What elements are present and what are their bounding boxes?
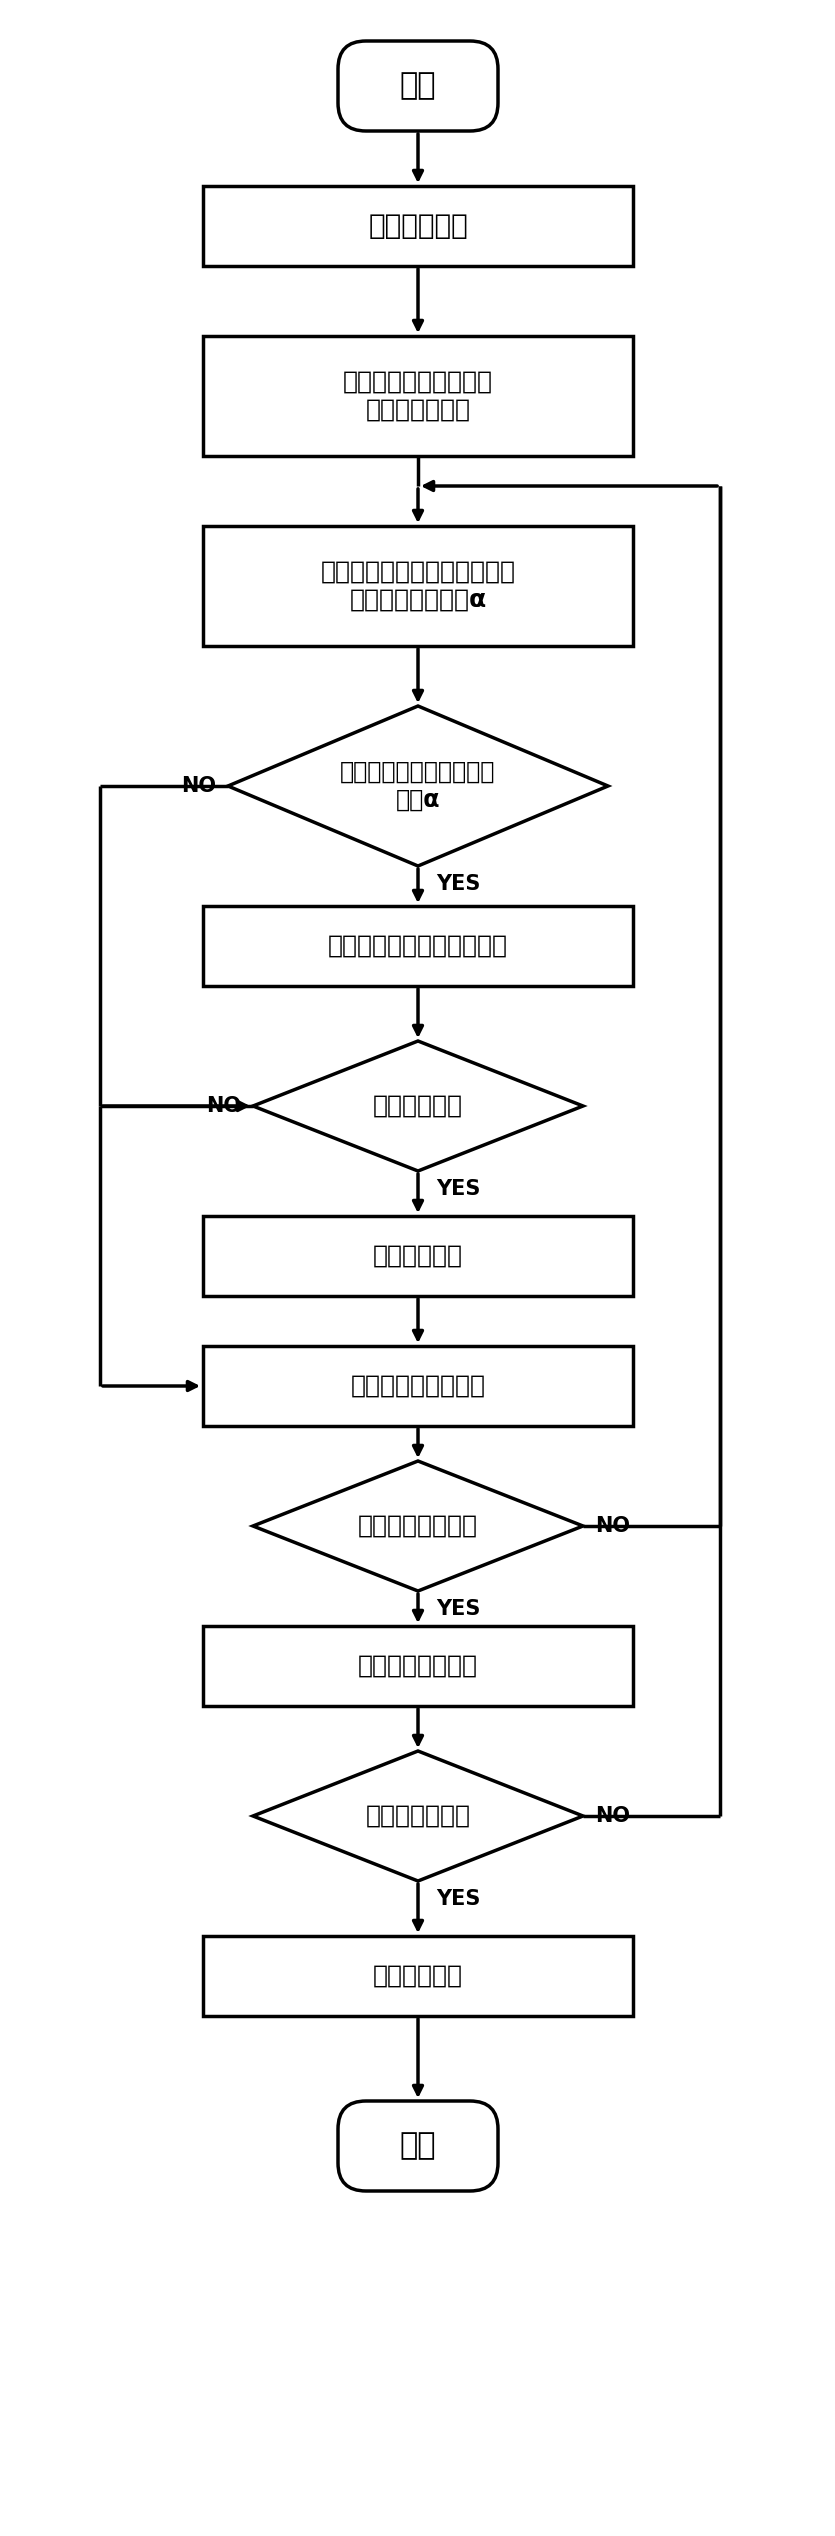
Polygon shape bbox=[253, 1040, 583, 1172]
Text: 满足停止条件？: 满足停止条件？ bbox=[366, 1803, 470, 1828]
Bar bbox=[203, 1215, 633, 1296]
Text: 限定粒子上下限范围，
产生初始粒子群: 限定粒子上下限范围， 产生初始粒子群 bbox=[343, 370, 493, 421]
Text: NO: NO bbox=[595, 1517, 630, 1537]
Text: NO: NO bbox=[595, 1806, 630, 1826]
Text: 进行变异操作: 进行变异操作 bbox=[373, 1245, 463, 1268]
Text: NO: NO bbox=[206, 1096, 241, 1116]
Text: YES: YES bbox=[436, 875, 480, 895]
Bar bbox=[203, 1626, 633, 1707]
Text: 开始: 开始 bbox=[400, 71, 436, 101]
Bar bbox=[203, 1347, 633, 1425]
Text: 新粒子优于上一代: 新粒子优于上一代 bbox=[358, 1514, 478, 1537]
Bar bbox=[203, 1935, 633, 2016]
FancyBboxPatch shape bbox=[338, 41, 498, 132]
Text: 结束: 结束 bbox=[400, 2130, 436, 2161]
Text: 产生新一代最优粒子: 产生新一代最优粒子 bbox=[351, 1375, 485, 1397]
Polygon shape bbox=[253, 1461, 583, 1590]
Text: 新个体取代老个体: 新个体取代老个体 bbox=[358, 1653, 478, 1679]
Text: 满足交叉概率且交叉角度
小于α: 满足交叉概率且交叉角度 小于α bbox=[341, 761, 496, 812]
Text: 输出最优粒子: 输出最优粒子 bbox=[373, 1963, 463, 1988]
Bar bbox=[203, 525, 633, 647]
Text: 根据当前最优粒子确定负梯度
方向以及交叉角度α: 根据当前最优粒子确定负梯度 方向以及交叉角度α bbox=[321, 560, 515, 611]
Bar bbox=[203, 335, 633, 456]
Text: YES: YES bbox=[436, 1889, 480, 1910]
Text: 选择该粒子与最优个体交叉: 选择该粒子与最优个体交叉 bbox=[328, 933, 508, 959]
Bar bbox=[203, 185, 633, 266]
Text: YES: YES bbox=[436, 1179, 480, 1200]
Polygon shape bbox=[253, 1750, 583, 1882]
Text: 算法参数设置: 算法参数设置 bbox=[368, 213, 468, 241]
Bar bbox=[203, 905, 633, 987]
FancyBboxPatch shape bbox=[338, 2100, 498, 2191]
Polygon shape bbox=[228, 705, 608, 865]
Text: YES: YES bbox=[436, 1600, 480, 1618]
Text: NO: NO bbox=[181, 776, 216, 796]
Text: 满足变异概率: 满足变异概率 bbox=[373, 1093, 463, 1118]
